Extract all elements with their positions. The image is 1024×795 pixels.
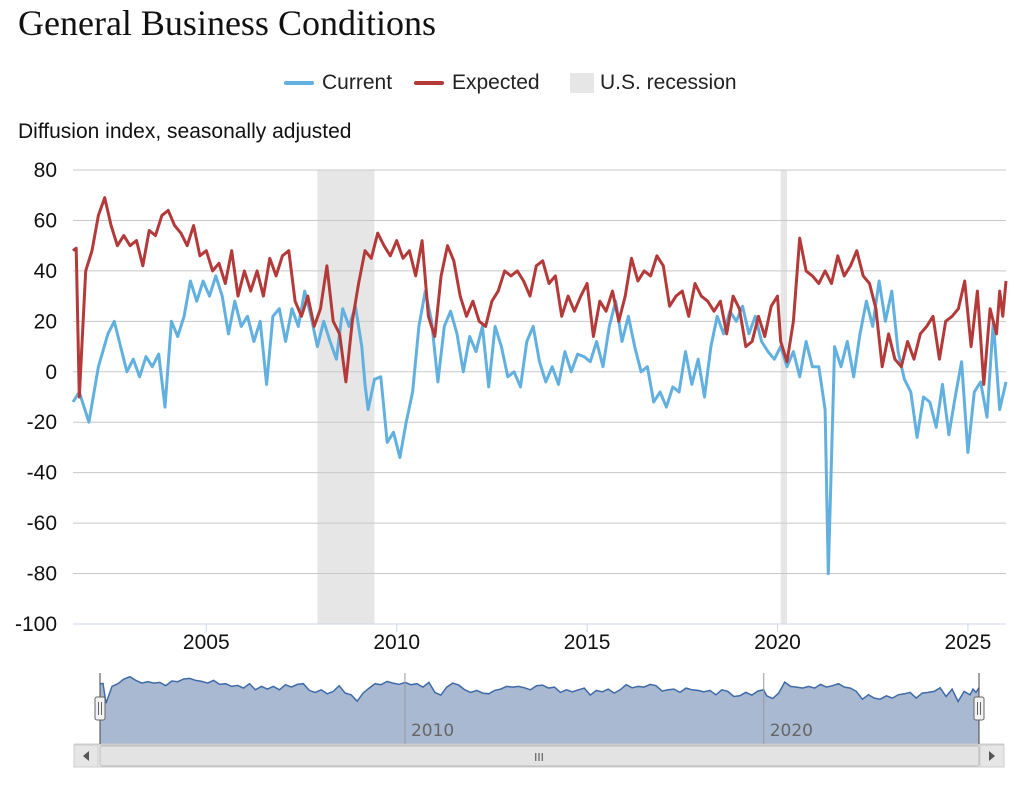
legend-swatch-expected: [414, 81, 444, 85]
scrollbar-grip-icon: III: [534, 751, 544, 764]
navigator-label: 2010: [411, 721, 454, 741]
y-tick-label: -60: [27, 512, 57, 535]
y-axis-title: Diffusion index, seasonally adjusted: [18, 120, 352, 143]
navigator-handle-grip: [973, 696, 985, 721]
recession-band: [780, 170, 788, 624]
navigator-handle-right[interactable]: [973, 673, 985, 744]
y-tick-label: 40: [34, 260, 57, 283]
x-tick-label: 2010: [373, 631, 420, 654]
x-tick-label: 2020: [754, 631, 801, 654]
y-tick-label: -20: [27, 411, 57, 434]
x-tick-label: 2005: [183, 631, 230, 654]
y-tick-label: -100: [15, 613, 57, 636]
navigator: 2010 2020 III: [73, 673, 1005, 768]
x-tick-label: 2015: [564, 631, 611, 654]
y-tick-label: 80: [34, 159, 57, 182]
recession-band: [317, 170, 375, 624]
grid-lines: [73, 169, 1006, 625]
recession-bands: [317, 170, 788, 624]
x-tick-label: 2025: [945, 631, 992, 654]
series-lines: [71, 196, 1008, 576]
arrow-left-icon: [83, 751, 89, 761]
legend-label-expected: Expected: [452, 71, 540, 94]
y-tick-label: 20: [34, 310, 57, 333]
navigator-handle-left[interactable]: [94, 673, 106, 744]
chart-title: General Business Conditions: [18, 3, 436, 43]
x-axis-ticks: 2005 2010 2015 2020 2025: [183, 624, 991, 654]
navigator-scrollbar[interactable]: III: [73, 744, 1005, 768]
legend-item-current[interactable]: Current: [284, 66, 392, 100]
navigator-handle-grip: [94, 696, 106, 721]
legend: Current Expected U.S. recession: [0, 66, 1024, 100]
navigator-area: [100, 676, 979, 744]
legend-label-recession: U.S. recession: [600, 71, 737, 94]
scrollbar-thumb: [99, 745, 980, 767]
y-axis-ticks: 80 60 40 20 0 -20 -40 -60 -80 -100: [15, 159, 57, 636]
legend-swatch-recession: [570, 73, 594, 93]
y-tick-label: -80: [27, 563, 57, 586]
series-line-current: [71, 274, 1008, 576]
navigator-label: 2020: [770, 721, 813, 741]
series-line-expected: [72, 196, 1008, 399]
y-tick-label: 0: [45, 361, 57, 384]
legend-item-expected[interactable]: Expected: [414, 66, 540, 100]
y-tick-label: -40: [27, 462, 57, 485]
navigator-line: [99, 675, 980, 704]
legend-swatch-current: [284, 81, 314, 85]
y-tick-label: 60: [34, 209, 57, 232]
legend-item-recession[interactable]: U.S. recession: [570, 66, 737, 100]
arrow-right-icon: [989, 751, 995, 761]
legend-label-current: Current: [322, 71, 393, 94]
